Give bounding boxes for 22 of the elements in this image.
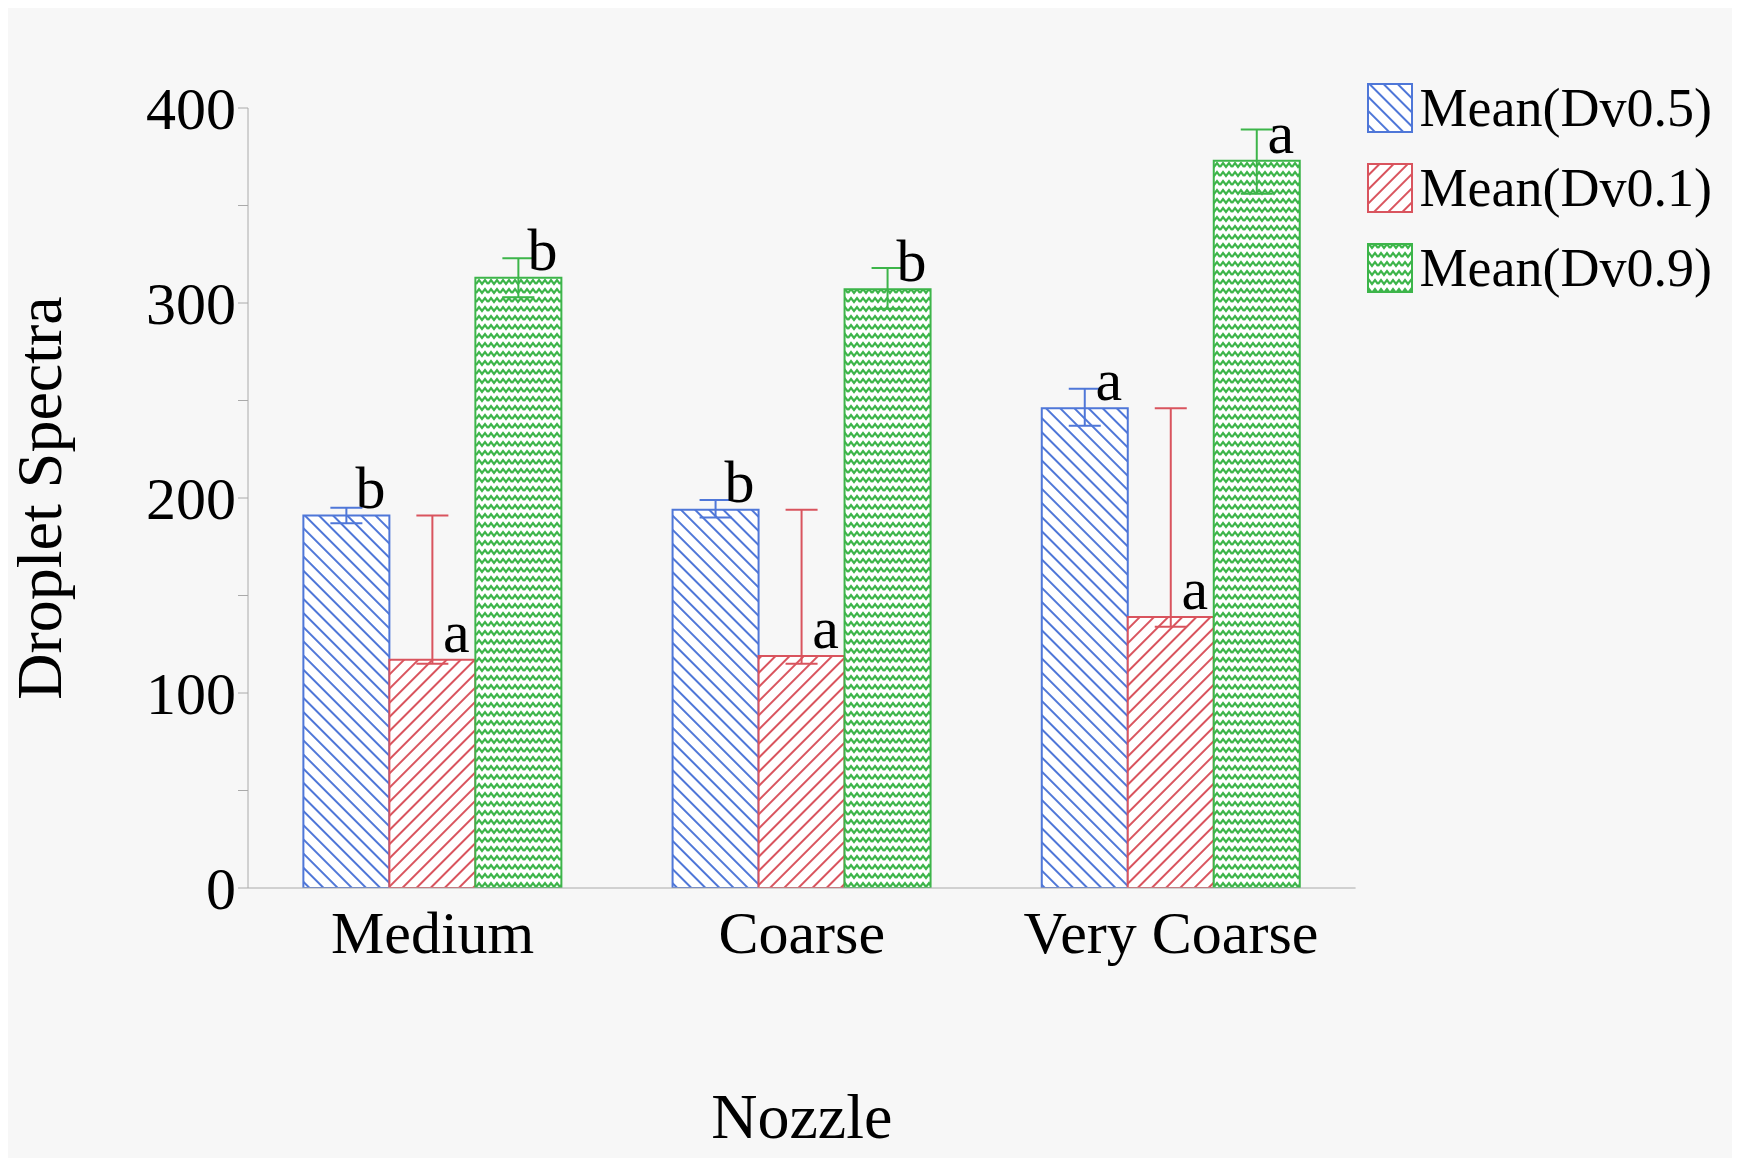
data-label: b (527, 216, 558, 283)
x-tick-label: Medium (330, 899, 535, 966)
data-label: a (1095, 347, 1123, 414)
data-label: b (355, 454, 386, 521)
y-tick-label: 200 (146, 466, 236, 533)
x-tick-label: Very Coarse (1023, 899, 1319, 966)
x-tick-label: Coarse (718, 899, 886, 966)
y-tick-label: 100 (146, 661, 236, 728)
data-label: a (812, 594, 839, 661)
legend-label: Mean(Dv0.9) (1419, 237, 1712, 300)
y-tick-label: 300 (146, 271, 236, 338)
y-tick-label: 0 (206, 856, 236, 923)
data-label: b (896, 228, 927, 295)
legend-label: Mean(Dv0.5) (1419, 77, 1712, 140)
y-axis-title: Droplet Spectra (3, 296, 75, 700)
y-tick-label: 400 (146, 76, 236, 143)
data-label: a (443, 598, 470, 665)
legend-label: Mean(Dv0.1) (1419, 157, 1712, 220)
x-axis-title: Nozzle (711, 1081, 893, 1152)
data-label: b (724, 448, 755, 515)
data-label: a (1181, 555, 1209, 622)
data-label: a (1267, 99, 1295, 166)
